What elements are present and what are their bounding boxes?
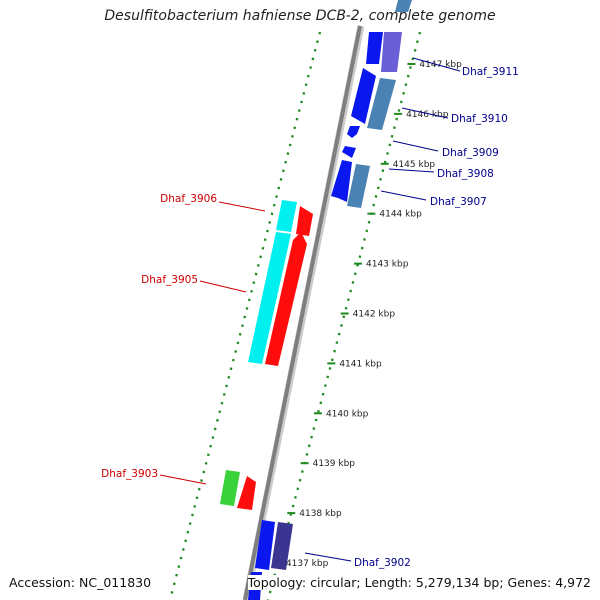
topology-summary: Topology: circular; Length: 5,279,134 bp… [247, 575, 591, 590]
gene-dhaf-3909[interactable] [347, 126, 360, 138]
gene-dhaf-3906[interactable] [276, 200, 297, 232]
gene-offscreen-top[interactable] [395, 0, 412, 12]
label-dhaf-3903[interactable]: Dhaf_3903 [101, 468, 158, 480]
leader-dhaf-3905 [199, 280, 247, 293]
tick-label: 4139 kbp [313, 459, 356, 469]
leader-dhaf-3909 [392, 140, 439, 152]
label-dhaf-3910[interactable]: Dhaf_3910 [451, 113, 508, 125]
leader-dhaf-3903 [159, 474, 207, 485]
tick-label: 4138 kbp [299, 509, 342, 519]
gene-dhaf-3903-a[interactable] [220, 470, 240, 506]
leader-dhaf-3911 [412, 57, 461, 72]
label-dhaf-3909[interactable]: Dhaf_3909 [442, 147, 499, 159]
label-dhaf-3911[interactable]: Dhaf_3911 [462, 66, 519, 78]
backbone [243, 25, 362, 600]
tick-label: 4142 kbp [353, 310, 396, 320]
gene-dhaf-3907-a[interactable] [331, 160, 352, 202]
tick-label: 4147 kbp [419, 60, 462, 70]
gene-dhaf-3903[interactable] [237, 476, 256, 510]
tick-label: 4143 kbp [366, 260, 409, 270]
label-dhaf-3902[interactable]: Dhaf_3902 [354, 557, 411, 569]
accession-label: Accession: NC_011830 [9, 575, 152, 590]
gene-dhaf-3911-a[interactable] [366, 32, 383, 64]
gene-dhaf-3902[interactable] [271, 522, 293, 570]
gene-dhaf-3905[interactable] [248, 232, 291, 364]
gene-dhaf-3910[interactable] [367, 78, 396, 130]
gene-dhaf-3908[interactable] [342, 146, 356, 158]
gene-dhaf-3911[interactable] [381, 32, 402, 72]
outer-dotted-ring [168, 31, 322, 600]
gene-dhaf-3906-red[interactable] [296, 206, 313, 236]
gene-dhaf-3905-red[interactable] [265, 232, 307, 366]
label-dhaf-3908[interactable]: Dhaf_3908 [437, 168, 494, 180]
tick-label: 4144 kbp [379, 210, 422, 220]
leader-dhaf-3907 [380, 190, 427, 201]
leader-dhaf-3906 [218, 201, 266, 212]
gene-dhaf-3907[interactable] [347, 164, 370, 208]
leader-dhaf-3902 [304, 552, 352, 562]
tick-label: 4145 kbp [393, 160, 436, 170]
label-dhaf-3906[interactable]: Dhaf_3906 [160, 193, 217, 205]
tick-label: 4141 kbp [339, 359, 382, 369]
gene-dhaf-3902-a[interactable] [255, 520, 275, 570]
leader-dhaf-3908 [388, 168, 435, 173]
gene-dhaf-3910-a[interactable] [351, 68, 376, 124]
tick-label: 4137 kbp [286, 559, 329, 569]
label-dhaf-3907[interactable]: Dhaf_3907 [430, 196, 487, 208]
label-dhaf-3905[interactable]: Dhaf_3905 [141, 274, 198, 286]
inner-dotted-ring [266, 31, 422, 600]
tick-label: 4140 kbp [326, 409, 369, 419]
tick-label: 4146 kbp [406, 110, 449, 120]
leader-dhaf-3910 [401, 107, 449, 119]
